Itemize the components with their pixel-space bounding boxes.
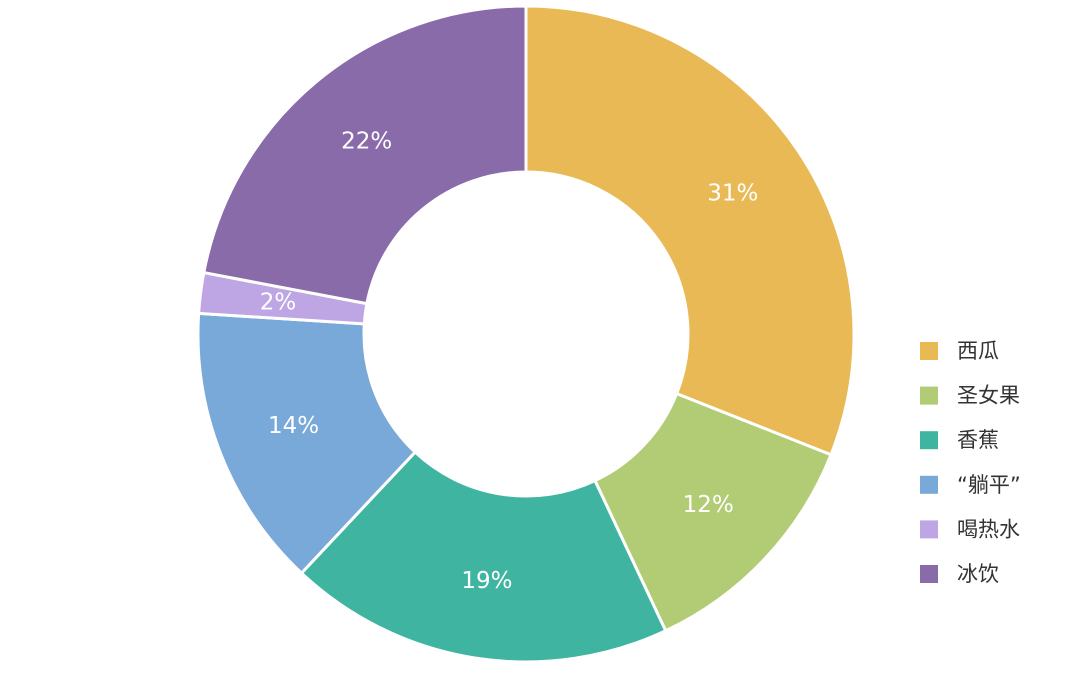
legend-label: “躺平” [957,473,1021,497]
legend-item: 西瓜 [920,339,999,363]
legend-item: 冰饮 [920,562,999,586]
donut-slice [299,450,668,664]
legend-label: 香蕉 [957,428,999,452]
legend-item: 圣女果 [920,384,1020,408]
legend-item: 喝热水 [920,517,1020,541]
donut-slice [202,4,528,306]
donut-slice [524,4,856,457]
slice-percent-label: 31% [707,180,758,206]
legend-label: 冰饮 [957,562,999,586]
legend-label: 喝热水 [957,517,1020,541]
legend-swatch [920,342,938,360]
legend-swatch [920,386,938,405]
legend-swatch [920,431,938,450]
slice-percent-label: 12% [683,492,734,518]
slice-percent-label: 2% [260,290,297,316]
legend-label: 圣女果 [957,384,1020,408]
slice-percent-label: 14% [268,413,319,439]
donut-slice [593,392,833,633]
slice-percent-label: 19% [461,568,512,594]
slice-percent-label: 22% [341,128,392,154]
donut-slice [196,311,417,575]
legend-swatch [920,565,938,583]
legend-label: 西瓜 [957,339,999,363]
legend-swatch [920,475,938,494]
legend-swatch [920,520,938,539]
chart-slices [196,4,856,664]
legend-item: “躺平” [920,473,1021,497]
chart-slice-labels: 31% 12% 19% 14% 2% 22% [260,128,759,594]
legend-item: 香蕉 [920,428,999,452]
